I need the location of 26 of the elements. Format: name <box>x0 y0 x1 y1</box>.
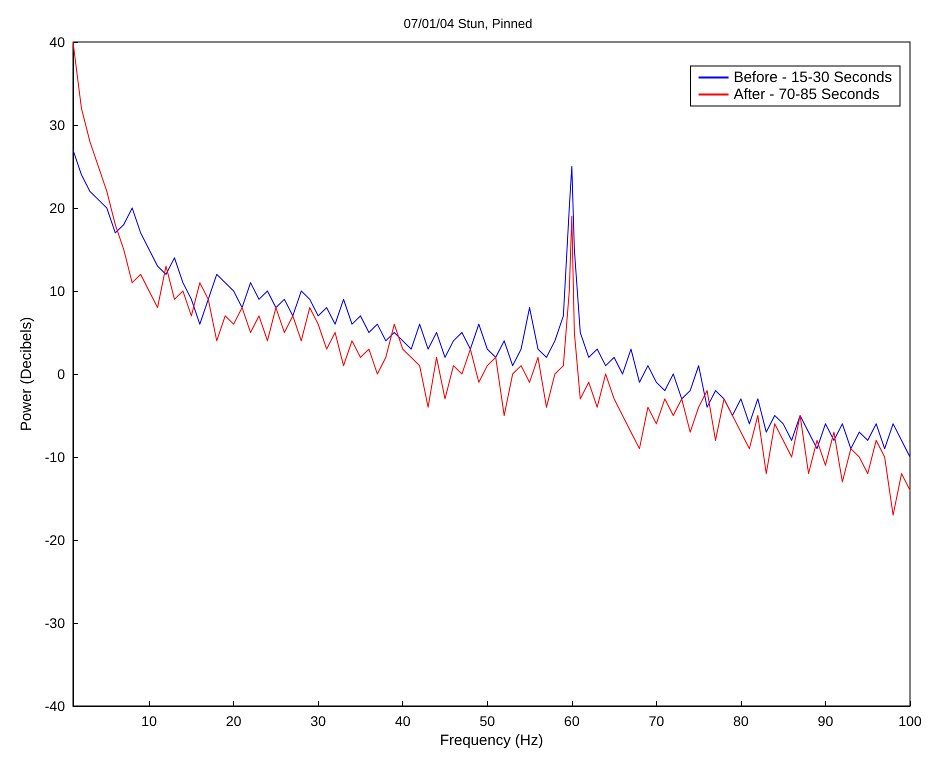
x-tick-label: 10 <box>141 713 158 729</box>
line-series <box>72 149 910 458</box>
y-tick-label: 10 <box>49 283 66 299</box>
y-tick-label: -10 <box>44 449 66 465</box>
x-tick-label: 80 <box>733 713 749 729</box>
x-tick-label: 20 <box>226 713 242 729</box>
y-axis-title: Power (Decibels) <box>18 316 35 432</box>
x-tick-label: 60 <box>564 713 580 729</box>
x-tick-label: 70 <box>648 713 664 729</box>
x-tick-label: 100 <box>898 713 922 729</box>
y-tick-label: -20 <box>44 532 66 548</box>
y-tick-label: 30 <box>49 117 66 133</box>
y-tick-label: 0 <box>57 366 66 382</box>
x-tick-label: 40 <box>394 713 411 729</box>
x-axis-title: Frequency (Hz) <box>440 732 544 749</box>
y-tick-label: 20 <box>49 200 66 216</box>
line-series <box>72 42 910 516</box>
x-tick-label: 90 <box>818 713 834 729</box>
y-tick-label: -30 <box>44 615 66 631</box>
chart-title: 07/01/04 Stun, Pinned <box>404 16 532 31</box>
x-tick-label: 30 <box>310 713 326 729</box>
y-tick-label: 40 <box>49 34 66 50</box>
legend-label: Before - 15-30 Seconds <box>734 69 892 86</box>
y-tick-label: -40 <box>44 698 66 714</box>
x-tick-label: 50 <box>479 713 496 729</box>
legend-label: After - 70-85 Seconds <box>734 86 880 103</box>
